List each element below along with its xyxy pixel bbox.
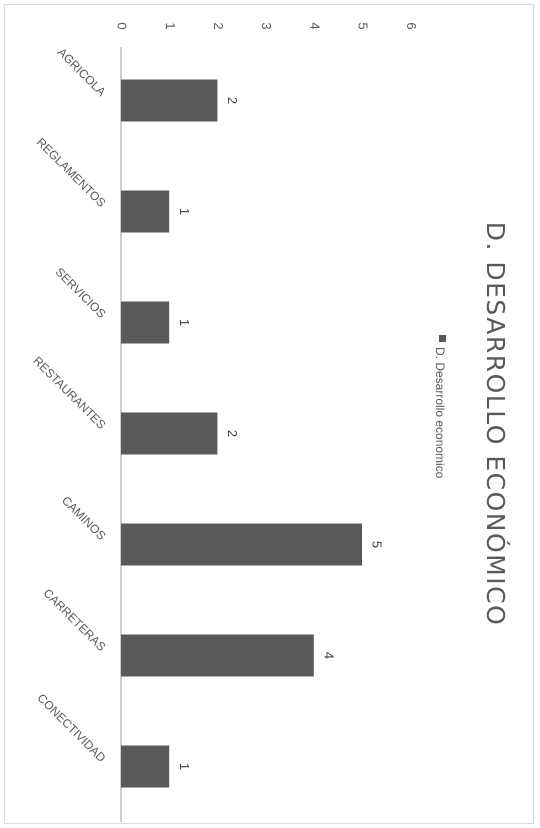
data-label: 4 xyxy=(321,652,336,659)
bar xyxy=(121,301,170,344)
category-label: CONECTIVIDAD xyxy=(35,691,109,765)
bar xyxy=(121,79,218,122)
data-label: 1 xyxy=(177,763,192,770)
data-label: 2 xyxy=(225,97,240,104)
category-label: SERVICIOS xyxy=(53,265,109,321)
category-label: CARRETERAS xyxy=(41,586,109,654)
bar xyxy=(121,412,218,455)
category-label: AGRICOLA xyxy=(55,45,109,99)
data-label: 2 xyxy=(225,430,240,437)
category-label: RESTAURANTES xyxy=(30,354,108,432)
legend-swatch xyxy=(439,335,446,342)
chart-frame xyxy=(4,4,534,824)
data-label: 1 xyxy=(177,319,192,326)
plot-area: 0 1 2 3 4 5 6 2 AGRICOLA 1 REGLAMENTOS 1 SERVICIOS 2 R… xyxy=(30,22,419,822)
legend-label: D. Desarrollo economico xyxy=(433,347,447,479)
bar xyxy=(121,634,314,677)
category-label: CAMINOS xyxy=(59,493,109,543)
bar xyxy=(121,745,170,788)
value-tick-label: 1 xyxy=(163,22,178,29)
value-tick-label: 6 xyxy=(404,22,419,29)
bar xyxy=(121,190,170,233)
data-label: 1 xyxy=(177,208,192,215)
bar xyxy=(121,523,362,566)
value-tick-label: 2 xyxy=(211,22,226,29)
data-label: 5 xyxy=(370,541,385,548)
value-tick-label: 0 xyxy=(115,22,130,29)
value-tick-label: 3 xyxy=(259,22,274,29)
value-tick-label: 4 xyxy=(307,22,322,29)
value-tick-label: 5 xyxy=(356,22,371,29)
category-label: REGLAMENTOS xyxy=(34,135,109,210)
legend: D. Desarrollo economico xyxy=(433,335,447,479)
chart-title: D. DESARROLLO ECONÓMICO xyxy=(481,222,511,627)
